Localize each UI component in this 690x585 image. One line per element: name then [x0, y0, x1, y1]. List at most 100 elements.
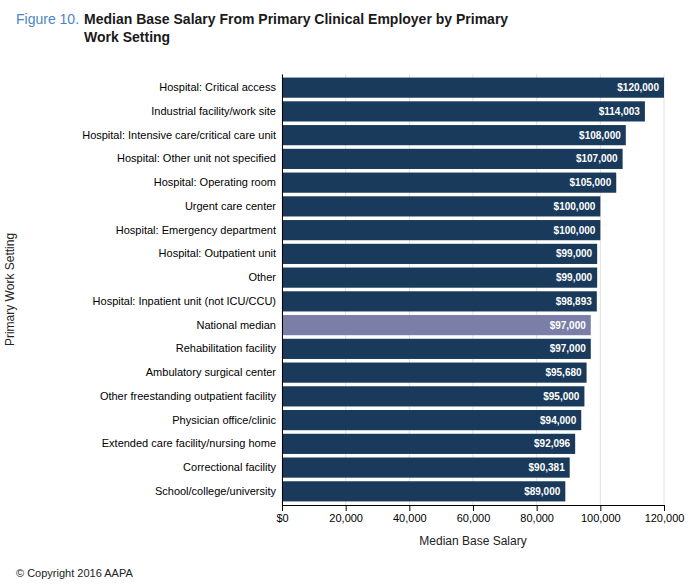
y-tick-label: Correctional facility [183, 461, 276, 473]
grid [282, 74, 664, 505]
x-tick-label: 20,000 [329, 512, 363, 524]
y-tick-label: Ambulatory surgical center [146, 366, 277, 378]
y-tick-label: Other [248, 271, 276, 283]
data-label: $92,096 [534, 438, 571, 449]
title: Figure 10. [16, 11, 79, 27]
y-tick: Physician office/clinic [172, 414, 282, 426]
x-tick: 80,000 [520, 505, 554, 524]
y-tick-label: Hospital: Other unit not specified [117, 152, 276, 164]
x-axis: $0 20,000 40,000 60,000 80,000 100,000 120,000 [276, 505, 684, 524]
x-tick-mark [664, 505, 665, 511]
y-tick: Correctional facility [183, 461, 282, 473]
y-tick: School/college/university [155, 485, 282, 497]
y-tick-label: Hospital: Intensive care/critical care u… [82, 129, 276, 141]
y-tick: Hospital: Emergency department [116, 224, 282, 236]
y-tick-label: Industrial facility/work site [151, 105, 276, 117]
bar [282, 315, 591, 335]
y-axis-title: Primary Work Setting [3, 233, 17, 346]
bar [282, 291, 597, 311]
bar [282, 244, 597, 264]
y-tick: Hospital: Intensive care/critical care u… [82, 129, 282, 141]
x-tick-label: 80,000 [520, 512, 554, 524]
bar [282, 78, 664, 98]
y-tick: Ambulatory surgical center [146, 366, 282, 378]
data-label: $95,000 [543, 391, 580, 402]
data-label: $94,000 [540, 415, 577, 426]
x-tick-label: 40,000 [393, 512, 427, 524]
x-axis-title: Median Base Salary [419, 534, 526, 548]
bar [282, 363, 587, 383]
x-tick-mark [282, 505, 283, 511]
subtitle-line: Median Base Salary From Primary Clinical… [84, 11, 508, 27]
x-tick: $0 [276, 505, 288, 524]
y-tick: Hospital: Outpatient unit [159, 247, 282, 259]
x-tick-mark [600, 505, 601, 511]
x-tick-label: 120,000 [645, 512, 685, 524]
x-axis-line [283, 506, 665, 512]
y-tick: Extended care facility/nursing home [102, 437, 282, 449]
data-label: $89,000 [524, 486, 561, 497]
y-tick-label: Physician office/clinic [172, 414, 276, 426]
data-label: $97,000 [550, 320, 587, 331]
bar [282, 481, 565, 501]
x-tick: 40,000 [393, 505, 427, 524]
y-tick-label: Hospital: Inpatient unit (not ICU/CCU) [93, 295, 276, 307]
bar [282, 434, 575, 454]
y-tick: Industrial facility/work site [151, 105, 282, 117]
x-tick: 60,000 [457, 505, 491, 524]
y-tick-label: School/college/university [155, 485, 277, 497]
data-label: $100,000 [554, 201, 596, 212]
data-label: $95,680 [545, 367, 582, 378]
chart: $120,000$114,003$108,000$107,000$105,000… [0, 0, 690, 585]
data-label: $90,381 [529, 462, 566, 473]
y-tick-label: Hospital: Emergency department [116, 224, 276, 236]
y-tick: Urgent care center [185, 200, 282, 212]
grid-line [664, 74, 665, 505]
x-tick: 20,000 [329, 505, 363, 524]
y-tick: National median [197, 319, 283, 331]
y-tick-label: Hospital: Critical access [159, 81, 276, 93]
x-tick-label: 100,000 [581, 512, 621, 524]
y-tick-label: Rehabilitation facility [176, 342, 277, 354]
x-tick-mark [409, 505, 410, 511]
y-tick-label: Urgent care center [185, 200, 276, 212]
bar [282, 458, 570, 478]
data-label: $114,003 [599, 106, 641, 117]
bar [282, 149, 623, 169]
data-label: $100,000 [554, 225, 596, 236]
y-tick: Other freestanding outpatient facility [100, 390, 282, 402]
y-tick: Hospital: Other unit not specified [117, 152, 282, 164]
data-label: $105,000 [570, 177, 612, 188]
data-label: $107,000 [576, 153, 618, 164]
y-tick-label: Extended care facility/nursing home [102, 437, 276, 449]
subtitle-line: Work Setting [84, 29, 170, 45]
x-tick-label: $0 [276, 512, 288, 524]
x-tick-mark [346, 505, 347, 511]
y-tick: Rehabilitation facility [176, 342, 282, 354]
annotation: © Copyright 2016 AAPA [16, 567, 133, 579]
y-tick-label: National median [197, 319, 277, 331]
y-tick-label: Hospital: Operating room [154, 176, 276, 188]
x-tick: 100,000 [581, 505, 621, 524]
y-tick: Hospital: Inpatient unit (not ICU/CCU) [93, 295, 282, 307]
bar [282, 268, 597, 288]
data-label: $98,893 [556, 296, 593, 307]
y-axis: Hospital: Critical access Industrial faci… [82, 75, 282, 506]
x-tick: 120,000 [645, 505, 685, 524]
bar [282, 220, 600, 240]
data-label: $120,000 [617, 82, 659, 93]
bar [282, 125, 626, 145]
bar [282, 101, 645, 121]
x-tick-mark [473, 505, 474, 511]
y-tick: Other [248, 271, 282, 283]
grid-line [282, 74, 283, 505]
bar [282, 386, 584, 406]
y-tick: Hospital: Critical access [159, 81, 282, 93]
x-tick-label: 60,000 [457, 512, 491, 524]
y-axis-line [282, 75, 283, 506]
bar [282, 173, 616, 193]
bar [282, 410, 581, 430]
y-tick-label: Hospital: Outpatient unit [159, 247, 276, 259]
y-tick-label: Other freestanding outpatient facility [100, 390, 277, 402]
data-label: $97,000 [550, 343, 587, 354]
